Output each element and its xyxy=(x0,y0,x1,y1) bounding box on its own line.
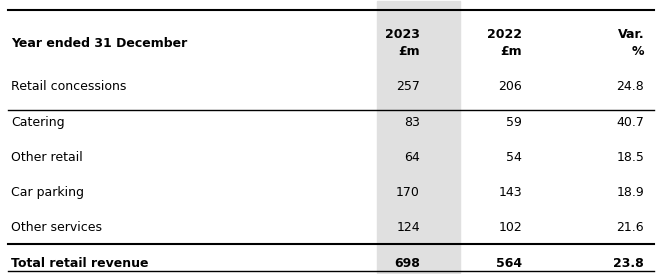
Text: 40.7: 40.7 xyxy=(616,116,644,129)
Text: 170: 170 xyxy=(396,186,420,199)
Text: 24.8: 24.8 xyxy=(616,80,644,93)
Text: 102: 102 xyxy=(498,221,522,234)
Text: 54: 54 xyxy=(506,151,522,164)
Text: 59: 59 xyxy=(506,116,522,129)
Text: Retail concessions: Retail concessions xyxy=(11,80,126,93)
Text: Year ended 31 December: Year ended 31 December xyxy=(11,37,187,50)
Text: Catering: Catering xyxy=(11,116,65,129)
Text: 18.5: 18.5 xyxy=(616,151,644,164)
Text: 698: 698 xyxy=(394,257,420,270)
Text: 18.9: 18.9 xyxy=(616,186,644,199)
Text: Total retail revenue: Total retail revenue xyxy=(11,257,149,270)
Text: Car parking: Car parking xyxy=(11,186,84,199)
Text: 206: 206 xyxy=(498,80,522,93)
Text: 564: 564 xyxy=(496,257,522,270)
Text: Var.
%: Var. % xyxy=(618,28,644,58)
Text: Other services: Other services xyxy=(11,221,102,234)
Text: Other retail: Other retail xyxy=(11,151,83,164)
Text: 2023
£m: 2023 £m xyxy=(385,28,420,58)
Text: 64: 64 xyxy=(404,151,420,164)
Text: 2022
£m: 2022 £m xyxy=(487,28,522,58)
Text: 257: 257 xyxy=(396,80,420,93)
Text: 21.6: 21.6 xyxy=(616,221,644,234)
Text: 143: 143 xyxy=(498,186,522,199)
Text: 23.8: 23.8 xyxy=(614,257,644,270)
Bar xyxy=(377,1,459,273)
Text: 124: 124 xyxy=(397,221,420,234)
Text: 83: 83 xyxy=(404,116,420,129)
